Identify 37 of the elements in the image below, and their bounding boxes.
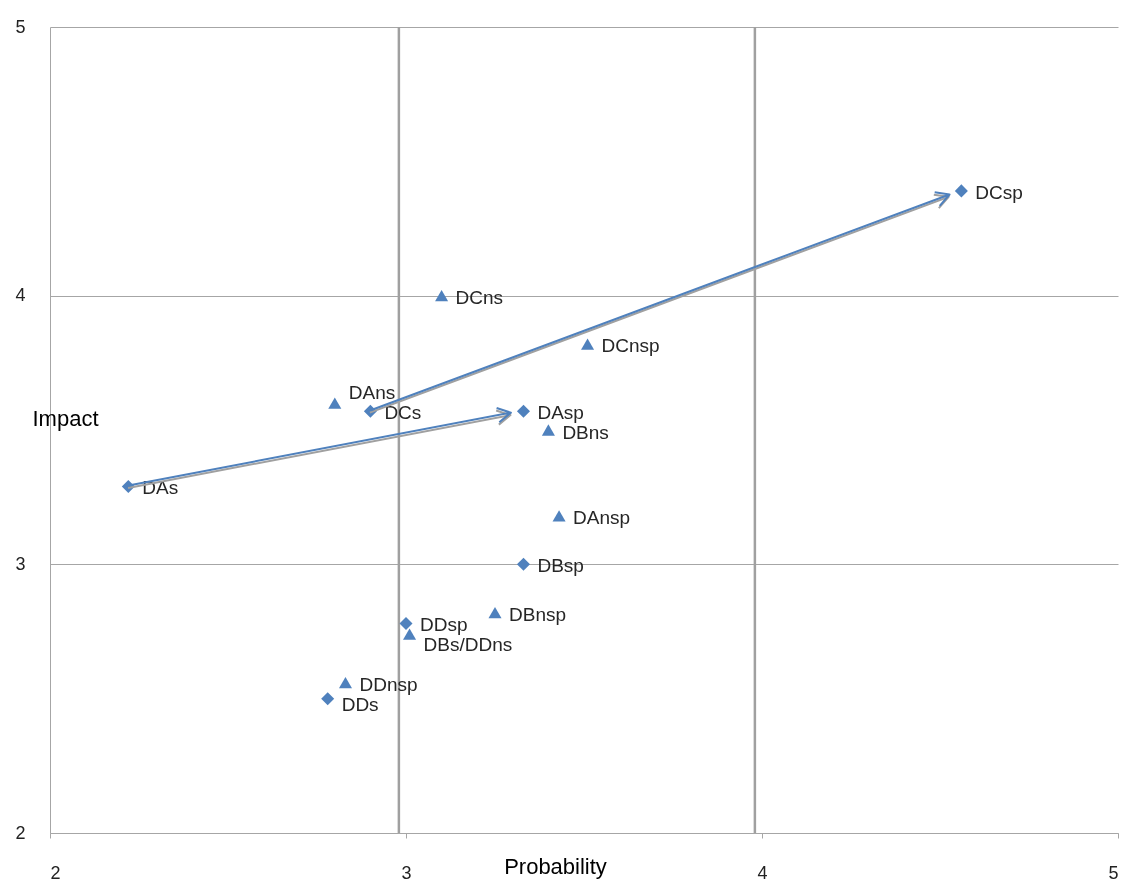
y-tick-label: 3 — [15, 553, 26, 574]
y-axis-title: Impact — [32, 405, 99, 431]
point — [516, 557, 530, 571]
point — [954, 184, 968, 198]
annotation: DDnsp — [359, 673, 418, 695]
x-axis-title: Probability — [504, 853, 607, 879]
x-tick-label: 2 — [50, 862, 61, 882]
annotation: DCns — [455, 286, 504, 308]
x-tick-label: 4 — [757, 862, 768, 882]
y-tick-label: 2 — [15, 822, 26, 843]
point — [321, 692, 335, 706]
annotation: DDs — [341, 693, 379, 715]
point — [516, 404, 530, 418]
point — [328, 397, 342, 409]
x-tick-label: 3 — [401, 862, 412, 882]
point — [435, 290, 449, 302]
annotation: DBsp — [537, 555, 584, 577]
point — [552, 510, 566, 522]
x-tick-label: 5 — [1108, 862, 1119, 882]
annotation: DAsp — [537, 402, 584, 424]
annotation: DDsp — [420, 614, 468, 636]
annotation: DCnsp — [601, 335, 660, 357]
point — [488, 607, 502, 619]
point — [338, 676, 352, 689]
annotation: DBs/DDns — [423, 634, 513, 656]
annotation: DAns — [348, 382, 396, 404]
y-tick-label: 4 — [15, 285, 26, 306]
annotation: DBns — [562, 422, 609, 444]
point — [403, 628, 417, 640]
annotation: DCs — [384, 402, 422, 424]
annotation: DCsp — [975, 181, 1023, 203]
point — [581, 338, 595, 350]
point — [399, 616, 413, 630]
annotation: DAnsp — [573, 506, 631, 528]
point — [541, 424, 555, 436]
y-tick-label: 5 — [15, 16, 26, 37]
annotation: DBnsp — [509, 603, 567, 625]
